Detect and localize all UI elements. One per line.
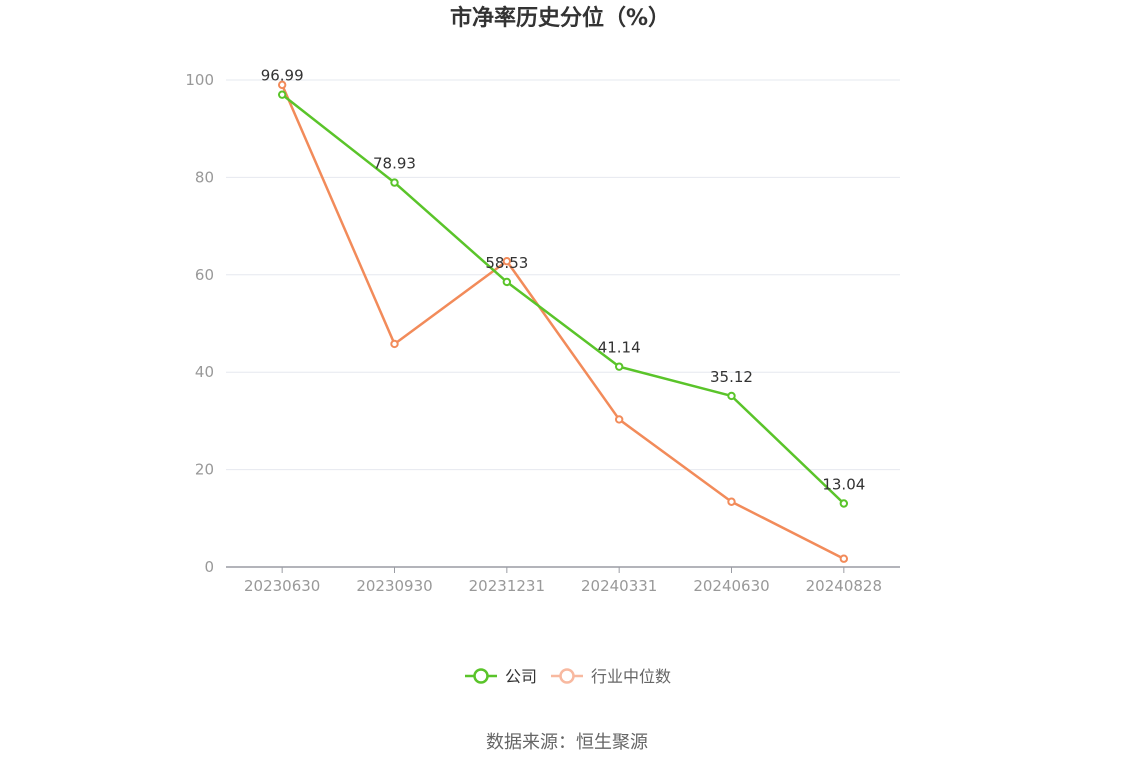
data-point[interactable]	[502, 277, 512, 287]
data-point[interactable]	[727, 497, 736, 506]
y-tick-label: 0	[204, 558, 214, 576]
grid-lines	[226, 79, 900, 471]
data-point[interactable]	[839, 499, 849, 508]
y-tick-label: 40	[195, 363, 214, 381]
data-point[interactable]	[727, 391, 736, 401]
axes: 0 20 40 60 80 100 20230630 20230930 20231231 2024…	[185, 71, 900, 595]
data-point[interactable]	[502, 256, 512, 266]
x-tick-label: 20240331	[581, 577, 657, 595]
source-note: 数据来源：恒生聚源	[486, 732, 648, 753]
legend-marker-icon	[473, 668, 489, 684]
data-point[interactable]	[277, 80, 287, 90]
x-tick-label: 20230930	[356, 577, 432, 595]
x-tick-label: 20231231	[469, 577, 545, 595]
y-tick-label: 100	[185, 71, 214, 89]
series-lines	[277, 80, 849, 563]
legend-marker-icon	[559, 668, 575, 684]
data-point[interactable]	[614, 362, 624, 371]
data-label: 13.04	[822, 475, 865, 493]
legend-label: 公司	[505, 667, 537, 686]
data-label: 41.14	[598, 339, 641, 357]
data-point[interactable]	[277, 90, 287, 99]
chart-title: 市净率历史分位（%）	[450, 5, 670, 31]
data-label: 35.12	[710, 368, 753, 386]
data-label: 58.53	[485, 254, 528, 272]
series-line	[281, 84, 845, 560]
data-point[interactable]	[839, 554, 849, 563]
legend-item[interactable]: 公司	[465, 667, 537, 686]
data-label: 96.99	[261, 67, 304, 85]
x-tick-label: 20240828	[806, 577, 882, 595]
y-tick-label: 20	[195, 461, 214, 479]
data-point[interactable]	[614, 415, 624, 424]
data-point[interactable]	[390, 178, 399, 187]
series-line	[281, 93, 845, 505]
legend[interactable]: 公司 行业中位数	[465, 667, 671, 686]
y-tick-label: 80	[195, 168, 214, 186]
legend-label: 行业中位数	[591, 667, 671, 686]
legend-item[interactable]: 行业中位数	[551, 667, 671, 686]
data-labels: 96.99 78.93 58.53 41.14 35.12 13.04	[261, 67, 866, 494]
x-tick-label: 20240630	[693, 577, 769, 595]
x-tick-label: 20230630	[244, 577, 320, 595]
data-point[interactable]	[390, 339, 399, 349]
data-label: 78.93	[373, 155, 416, 173]
y-tick-label: 60	[195, 266, 214, 284]
